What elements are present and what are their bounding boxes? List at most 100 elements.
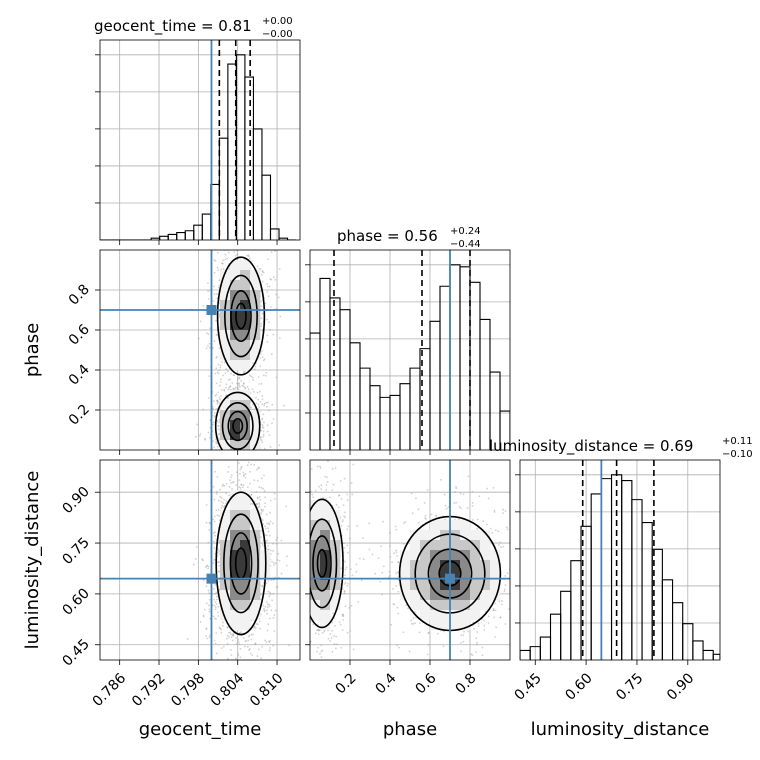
luminosity-distance-vs-geocent-time-sample (249, 470, 251, 473)
luminosity-distance-vs-phase-sample (338, 621, 341, 624)
luminosity-distance-vs-phase-sample (307, 543, 309, 545)
phase-vs-geocent-time-sample (261, 403, 264, 406)
luminosity-distance-vs-phase-sample (427, 643, 430, 646)
phase-vs-geocent-time-sample (262, 433, 265, 436)
luminosity-distance-vs-phase-sample (312, 496, 315, 499)
luminosity-distance-vs-geocent-time-sample (222, 621, 224, 624)
phase-hist-bin-7 (379, 396, 391, 450)
phase-vs-geocent-time-sample (212, 299, 215, 302)
luminosity-distance-vs-geocent-time-sample (273, 564, 275, 566)
phase-vs-geocent-time-sample (242, 385, 245, 387)
luminosity-distance-vs-phase-sample (435, 514, 438, 517)
luminosity-distance-vs-phase-sample (486, 523, 488, 526)
phase-vs-geocent-time-density-cell (220, 290, 231, 301)
luminosity-distance-vs-geocent-time-sample (254, 642, 257, 645)
phase-vs-geocent-time-sample (250, 406, 253, 409)
luminosity-distance-vs-geocent-time-sample (248, 634, 251, 637)
luminosity-distance-vs-phase-sample (476, 631, 479, 633)
phase-vs-geocent-time-sample (273, 463, 275, 465)
phase-vs-geocent-time-sample (244, 387, 247, 390)
luminosity-distance-vs-geocent-time-sample (194, 558, 197, 560)
luminosity-distance-vs-phase-sample (466, 507, 469, 509)
phase-vs-geocent-time-density-cell (250, 340, 261, 351)
luminosity-distance-vs-geocent-time-sample (253, 451, 255, 453)
luminosity-distance-vs-geocent-time-sample (226, 626, 229, 629)
luminosity-distance-vs-phase-sample (471, 504, 474, 507)
phase-vs-geocent-time-sample (214, 259, 217, 262)
luminosity-distance-vs-phase-sample (475, 651, 477, 653)
luminosity-distance-vs-geocent-time-density-cell (230, 540, 241, 551)
luminosity-distance-vs-phase-sample (306, 552, 308, 554)
phase-vs-geocent-time-sample (232, 388, 235, 391)
phase-vs-geocent-time-contour-1-1 (221, 401, 254, 450)
luminosity-distance-vs-geocent-time-sample (256, 502, 259, 505)
luminosity-distance-vs-geocent-time-sample (255, 503, 258, 506)
luminosity-distance-vs-phase-sample (318, 485, 321, 488)
luminosity-distance-vs-phase-density-cell (450, 560, 461, 571)
luminosity-distance-vs-phase-sample (389, 556, 392, 558)
luminosity-distance-vs-phase-sample (435, 514, 438, 517)
luminosity-distance-vs-phase-density-cell (330, 570, 341, 581)
phase-vs-geocent-time-sample (261, 398, 264, 401)
luminosity-distance-vs-phase-sample (307, 487, 309, 489)
phase-vs-geocent-time-sample (225, 386, 227, 389)
phase-vs-geocent-time-sample (215, 393, 218, 396)
phase-vs-geocent-time-sample (278, 337, 281, 339)
luminosity-distance-vs-geocent-time-sample (228, 457, 230, 459)
luminosity-distance-vs-phase-sample (300, 565, 302, 567)
phase-vs-geocent-time-sample (241, 384, 244, 387)
luminosity-distance-vs-phase-density-cell (470, 610, 481, 621)
luminosity-distance-vs-geocent-time-sample (231, 633, 234, 636)
phase-vs-geocent-time-sample (268, 434, 271, 437)
luminosity-distance-vs-phase-density-cell (420, 610, 431, 621)
luminosity-distance-vs-geocent-time-sample (246, 486, 249, 489)
phase-vs-geocent-time-density-cell (230, 300, 241, 311)
luminosity-distance-vs-geocent-time-sample (252, 633, 254, 636)
phase-vs-geocent-time-density-cell (230, 440, 241, 450)
luminosity-distance-vs-geocent-time-sample (237, 638, 240, 641)
phase-vs-geocent-time-density-cell (230, 340, 241, 351)
luminosity-distance-vs-geocent-time-sample (232, 635, 235, 637)
luminosity-distance-vs-phase-sample (306, 588, 308, 590)
luminosity-distance-vs-geocent-time-density-cell (250, 610, 261, 621)
phase-vs-geocent-time-sample (216, 399, 219, 402)
phase-vs-geocent-time-density-cell (230, 400, 241, 411)
phase-vs-geocent-time-sample (221, 262, 224, 265)
luminosity-distance-vs-phase-density-cell (420, 560, 431, 571)
luminosity-distance-vs-phase-sample (305, 546, 307, 548)
phase-vs-geocent-time-sample (215, 356, 218, 358)
phase-vs-geocent-time-sample (231, 237, 233, 239)
luminosity-distance-vs-geocent-time-density-cell (250, 600, 261, 611)
phase-vs-geocent-time-sample (267, 409, 270, 412)
luminosity-distance-hist-bin-18 (702, 649, 714, 660)
luminosity-distance-vs-geocent-time-density-cell (240, 620, 251, 631)
phase-vs-geocent-time-sample (266, 318, 268, 321)
phase-vs-geocent-time-sample (226, 257, 229, 260)
luminosity-distance-vs-phase-sample (314, 632, 317, 635)
luminosity-distance-vs-geocent-time-sample (228, 631, 230, 634)
phase-vs-geocent-time-sample (261, 395, 264, 397)
luminosity-distance-vs-phase-sample (410, 492, 413, 495)
luminosity-distance-vs-phase-sample (290, 551, 292, 553)
phase-vs-geocent-time-sample (268, 321, 270, 324)
phase-vs-geocent-time-sample (263, 404, 266, 407)
geocent-time-hist-bin-21 (278, 237, 289, 240)
luminosity-distance-vs-phase-sample (342, 614, 345, 617)
luminosity-distance-vs-geocent-time-sample (202, 614, 205, 617)
luminosity-distance-vs-phase-sample (342, 613, 345, 616)
luminosity-distance-vs-phase-sample (293, 537, 295, 539)
luminosity-distance-vs-phase-sample (472, 621, 475, 624)
luminosity-distance-vs-phase-sample (497, 544, 500, 546)
luminosity-distance-vs-phase-density-cell (310, 510, 321, 521)
phase-vs-geocent-time-sample (265, 371, 268, 374)
luminosity-distance-vs-phase-sample (306, 622, 308, 624)
luminosity-distance-vs-phase-sample (297, 556, 299, 558)
luminosity-distance-vs-geocent-time-sample (264, 525, 266, 528)
luminosity-distance-vs-phase-density-cell (330, 530, 341, 541)
phase-vs-geocent-time-sample (261, 280, 264, 283)
luminosity-distance-vs-geocent-time-sample (269, 591, 271, 594)
luminosity-distance-vs-phase-sample (440, 478, 442, 481)
luminosity-distance-vs-phase-sample (390, 623, 393, 626)
phase-vs-geocent-time-ytick-label-1: 0.4 (66, 361, 93, 388)
luminosity-distance-vs-phase-sample (426, 489, 429, 491)
